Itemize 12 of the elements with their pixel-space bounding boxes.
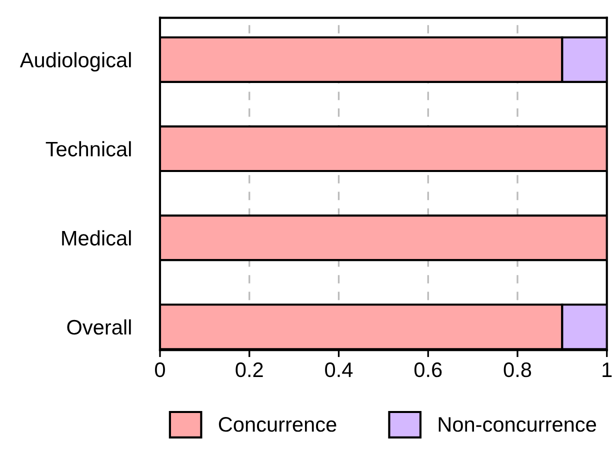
legend-label: Non-concurrence — [438, 417, 596, 432]
x-tick-label: 0.8 — [504, 362, 532, 378]
y-tick-label: Technical — [46, 141, 131, 156]
x-tick-label: 0.4 — [325, 362, 353, 378]
y-tick-label: Overall — [67, 319, 131, 335]
x-tick-label: 0.6 — [414, 362, 442, 378]
x-tick-label: 1 — [602, 362, 612, 377]
y-tick-label: Audiological — [20, 52, 131, 72]
x-tick-label: 0.2 — [236, 362, 263, 378]
legend-label: Concurrence — [218, 417, 336, 432]
y-tick-label: Medical — [62, 230, 131, 246]
x-tick-label: 0 — [155, 362, 165, 378]
